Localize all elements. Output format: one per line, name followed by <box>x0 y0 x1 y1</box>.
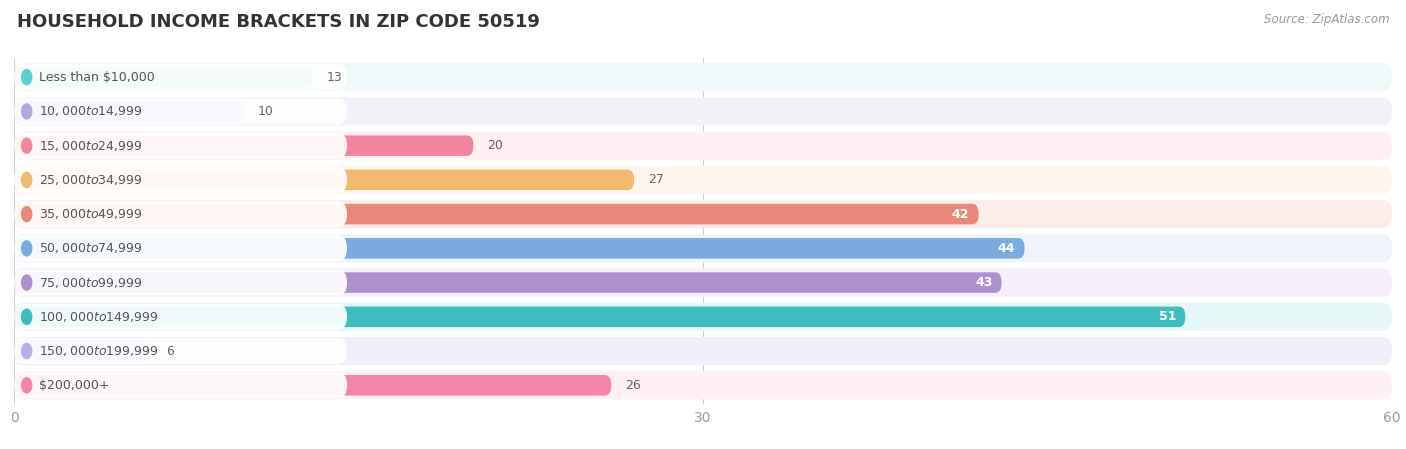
FancyBboxPatch shape <box>14 371 1392 399</box>
Text: Source: ZipAtlas.com: Source: ZipAtlas.com <box>1264 13 1389 26</box>
Circle shape <box>21 138 32 153</box>
FancyBboxPatch shape <box>14 64 347 90</box>
FancyBboxPatch shape <box>14 136 474 156</box>
Text: 42: 42 <box>952 207 969 220</box>
FancyBboxPatch shape <box>14 97 1392 125</box>
Text: 44: 44 <box>998 242 1015 255</box>
FancyBboxPatch shape <box>14 304 347 330</box>
FancyBboxPatch shape <box>14 235 347 261</box>
FancyBboxPatch shape <box>14 132 1392 160</box>
Text: 43: 43 <box>974 276 993 289</box>
Circle shape <box>21 241 32 256</box>
FancyBboxPatch shape <box>14 204 979 224</box>
Text: $35,000 to $49,999: $35,000 to $49,999 <box>39 207 143 221</box>
FancyBboxPatch shape <box>14 234 1392 262</box>
Circle shape <box>21 70 32 85</box>
FancyBboxPatch shape <box>14 307 1185 327</box>
Circle shape <box>21 275 32 290</box>
Text: $75,000 to $99,999: $75,000 to $99,999 <box>39 276 143 290</box>
Circle shape <box>21 207 32 222</box>
Text: 26: 26 <box>624 379 641 392</box>
Text: $50,000 to $74,999: $50,000 to $74,999 <box>39 242 143 255</box>
FancyBboxPatch shape <box>14 201 347 227</box>
FancyBboxPatch shape <box>14 67 312 88</box>
FancyBboxPatch shape <box>14 170 634 190</box>
Text: $150,000 to $199,999: $150,000 to $199,999 <box>39 344 159 358</box>
Text: $100,000 to $149,999: $100,000 to $149,999 <box>39 310 159 324</box>
Text: 6: 6 <box>166 344 173 357</box>
FancyBboxPatch shape <box>14 269 1392 297</box>
FancyBboxPatch shape <box>14 372 347 398</box>
FancyBboxPatch shape <box>14 272 1001 293</box>
FancyBboxPatch shape <box>14 238 1025 259</box>
FancyBboxPatch shape <box>14 63 1392 91</box>
Circle shape <box>21 309 32 324</box>
FancyBboxPatch shape <box>14 338 347 364</box>
Circle shape <box>21 172 32 187</box>
Text: Less than $10,000: Less than $10,000 <box>39 70 155 84</box>
FancyBboxPatch shape <box>14 375 612 396</box>
FancyBboxPatch shape <box>14 166 1392 194</box>
FancyBboxPatch shape <box>14 167 347 193</box>
Text: 51: 51 <box>1159 310 1175 323</box>
Text: 13: 13 <box>326 70 342 84</box>
Circle shape <box>21 343 32 359</box>
Text: $25,000 to $34,999: $25,000 to $34,999 <box>39 173 143 187</box>
FancyBboxPatch shape <box>14 270 347 295</box>
Text: HOUSEHOLD INCOME BRACKETS IN ZIP CODE 50519: HOUSEHOLD INCOME BRACKETS IN ZIP CODE 50… <box>17 13 540 31</box>
Text: $10,000 to $14,999: $10,000 to $14,999 <box>39 105 143 119</box>
FancyBboxPatch shape <box>14 101 243 122</box>
FancyBboxPatch shape <box>14 337 1392 365</box>
FancyBboxPatch shape <box>14 133 347 158</box>
Circle shape <box>21 378 32 393</box>
Text: $200,000+: $200,000+ <box>39 379 110 392</box>
Text: 10: 10 <box>257 105 273 118</box>
Text: 20: 20 <box>486 139 503 152</box>
Text: 27: 27 <box>648 173 664 186</box>
FancyBboxPatch shape <box>14 303 1392 331</box>
Circle shape <box>21 104 32 119</box>
FancyBboxPatch shape <box>14 341 152 361</box>
FancyBboxPatch shape <box>14 200 1392 228</box>
FancyBboxPatch shape <box>14 98 347 124</box>
Text: $15,000 to $24,999: $15,000 to $24,999 <box>39 139 143 153</box>
